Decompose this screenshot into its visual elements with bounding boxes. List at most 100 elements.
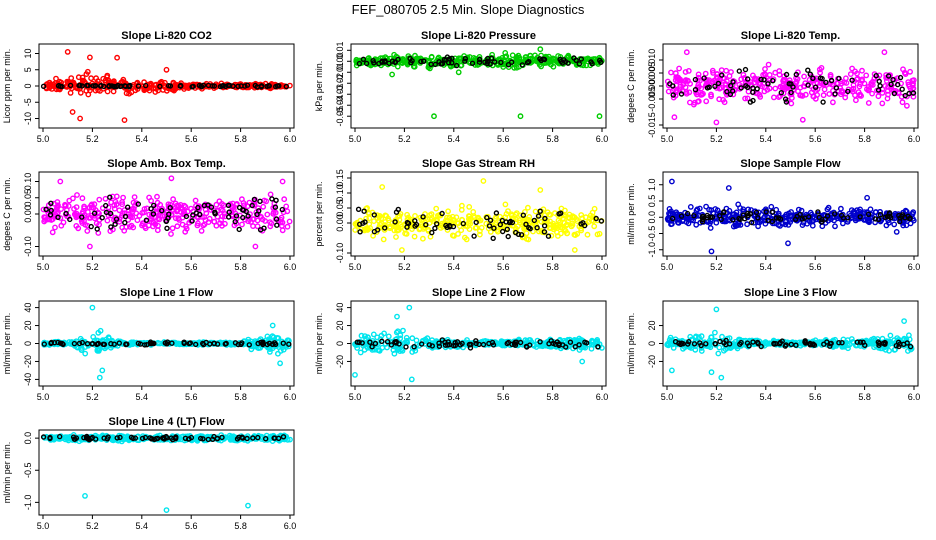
- marker-point: [236, 204, 243, 211]
- data-point: [103, 336, 110, 343]
- data-point: [702, 70, 709, 77]
- data-point: [852, 217, 859, 224]
- y-axis-label: percent per min.: [314, 181, 324, 246]
- data-point: [863, 72, 870, 79]
- marker-point: [106, 82, 112, 89]
- outlier-point: [352, 371, 358, 378]
- marker-point: [108, 224, 114, 230]
- marker-point: [379, 338, 385, 344]
- marker-point: [421, 58, 427, 64]
- marker-point: [392, 219, 398, 225]
- data-point: [696, 334, 702, 340]
- marker-point: [124, 341, 130, 347]
- marker-point: [150, 202, 157, 209]
- marker-point: [40, 83, 47, 90]
- x-tick-label: 6.0: [284, 262, 297, 272]
- outlier-point: [480, 178, 487, 184]
- outlier-point: [713, 306, 720, 313]
- plot-title: Slope Li-820 Pressure: [421, 30, 536, 42]
- marker-point: [678, 213, 685, 219]
- marker-point: [593, 215, 599, 222]
- marker-point: [750, 85, 756, 91]
- data-point: [175, 215, 182, 222]
- plot-title: Slope Sample Flow: [740, 158, 841, 170]
- x-tick-label: 5.2: [86, 134, 99, 144]
- marker-point: [727, 91, 734, 98]
- data-point: [385, 333, 392, 340]
- outlier-point: [881, 49, 888, 56]
- marker-point: [41, 341, 47, 347]
- y-tick-label: -0.015: [647, 112, 657, 138]
- marker-point: [778, 89, 784, 96]
- marker-point: [428, 61, 434, 68]
- marker-point: [891, 90, 897, 97]
- marker-point: [429, 229, 435, 236]
- data-point: [519, 218, 526, 225]
- marker-point: [280, 434, 287, 440]
- marker-point: [542, 215, 548, 222]
- data-point: [270, 334, 277, 341]
- data-point: [887, 332, 894, 339]
- y-tick-label: 5: [23, 67, 33, 72]
- marker-point: [135, 201, 142, 207]
- marker-point: [197, 435, 204, 442]
- data-point: [870, 335, 877, 342]
- data-point: [891, 221, 898, 228]
- marker-point: [393, 339, 399, 345]
- marker-point: [436, 343, 443, 349]
- plot-title: Slope Line 3 Flow: [744, 287, 837, 299]
- marker-point: [484, 214, 490, 221]
- data-point: [284, 223, 291, 230]
- data-point: [444, 214, 450, 221]
- data-points: [40, 431, 293, 513]
- data-point: [424, 335, 431, 342]
- data-point: [513, 210, 520, 217]
- data-point: [154, 193, 160, 200]
- marker-point: [692, 76, 699, 83]
- data-point: [569, 220, 576, 227]
- data-points: [664, 178, 917, 255]
- marker-point: [745, 210, 751, 217]
- outlier-point: [398, 247, 405, 253]
- marker-point: [840, 215, 847, 221]
- x-tick-label: 5.0: [661, 392, 674, 402]
- marker-point: [230, 83, 236, 89]
- marker-point: [117, 83, 123, 90]
- y-tick-label: 0.5: [647, 195, 657, 208]
- outlier-point: [379, 184, 386, 190]
- marker-point: [782, 343, 788, 349]
- outlier-point: [82, 492, 88, 499]
- marker-point: [67, 82, 74, 89]
- data-point: [151, 82, 158, 89]
- marker-point: [113, 216, 120, 222]
- marker-point: [249, 202, 255, 209]
- marker-point: [895, 81, 901, 88]
- marker-point: [498, 59, 504, 66]
- data-point: [666, 205, 673, 212]
- data-point: [848, 207, 855, 214]
- marker-point: [875, 339, 881, 345]
- data-point: [93, 75, 100, 82]
- x-tick-label: 6.0: [284, 521, 297, 531]
- marker-point: [701, 75, 707, 81]
- marker-point: [572, 344, 578, 350]
- data-point: [865, 218, 872, 225]
- marker-point: [469, 60, 476, 66]
- data-point: [119, 224, 126, 231]
- plot-frame: [662, 171, 919, 257]
- marker-point: [598, 218, 605, 224]
- data-point: [485, 225, 492, 232]
- marker-point: [445, 342, 451, 348]
- data-point: [102, 77, 109, 84]
- data-point: [119, 201, 126, 208]
- data-point: [907, 68, 913, 75]
- marker-point: [897, 218, 903, 225]
- plot-title: Slope Line 1 Flow: [120, 287, 213, 299]
- marker-point: [509, 341, 515, 347]
- data-point: [677, 83, 684, 90]
- x-tick-label: 6.0: [908, 134, 921, 144]
- marker-point: [517, 339, 524, 346]
- marker-point: [818, 219, 825, 225]
- marker-point: [890, 76, 896, 83]
- marker-point: [283, 83, 289, 90]
